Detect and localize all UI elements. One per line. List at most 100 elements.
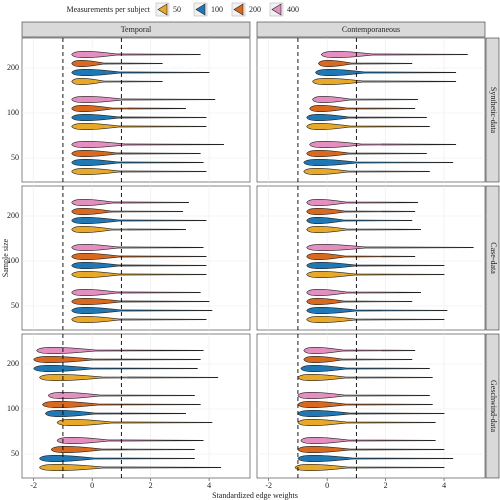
violin <box>297 373 433 382</box>
violin <box>71 158 204 167</box>
strip <box>21 21 251 38</box>
violin <box>71 243 204 252</box>
legend-label: 50 <box>173 5 181 14</box>
y-tick-label: 200 <box>7 359 19 368</box>
violin <box>45 409 186 418</box>
panel <box>256 37 486 183</box>
violin <box>303 346 416 355</box>
legend-swatch <box>157 3 168 16</box>
legend-swatch <box>271 3 282 16</box>
x-tick-label: 2 <box>384 481 388 490</box>
violin <box>71 50 201 59</box>
y-tick-label: 50 <box>11 449 19 458</box>
y-tick-label: 50 <box>11 153 19 162</box>
violin <box>297 445 445 454</box>
violin <box>71 225 186 234</box>
y-tick-label: 200 <box>7 63 19 72</box>
violin <box>71 167 207 176</box>
violin <box>71 306 213 315</box>
violin <box>71 77 163 86</box>
violin <box>39 373 219 382</box>
violin <box>71 270 207 279</box>
violin <box>71 140 224 149</box>
violin <box>297 400 433 409</box>
x-tick-label: -2 <box>30 481 37 490</box>
strip-label: Temporal <box>121 25 152 34</box>
violin <box>306 252 416 261</box>
x-axis-title: Standardized edge weights <box>212 491 298 500</box>
violin <box>312 95 419 104</box>
legend-label: 400 <box>287 5 299 14</box>
violin <box>309 104 416 113</box>
strip-label: Case-data <box>489 242 498 274</box>
violin <box>297 391 430 400</box>
violin <box>36 346 204 355</box>
violin <box>71 59 163 68</box>
y-tick-label: 100 <box>7 108 19 117</box>
strip <box>256 21 486 38</box>
violin <box>297 409 445 418</box>
strip-label: Geschwind-data <box>489 380 498 432</box>
y-axis-title: Sample size <box>1 238 10 277</box>
violin <box>306 315 445 324</box>
violin <box>71 198 189 207</box>
violin <box>71 252 207 261</box>
violin <box>306 122 430 131</box>
violin <box>56 418 213 427</box>
violin <box>306 306 448 315</box>
y-tick-label: 200 <box>7 211 19 220</box>
violin <box>47 391 195 400</box>
violin <box>309 140 457 149</box>
x-tick-label: 4 <box>442 481 446 490</box>
violin <box>306 149 427 158</box>
violin <box>315 68 457 77</box>
violin <box>71 122 207 131</box>
panel <box>21 37 251 183</box>
violin <box>39 463 222 472</box>
legend-title: Measurements per subject <box>66 5 150 14</box>
violin <box>33 355 201 364</box>
violin <box>56 436 204 445</box>
violin <box>71 216 207 225</box>
violin <box>300 436 436 445</box>
violin <box>71 207 184 216</box>
panel <box>21 185 251 331</box>
legend-swatch <box>233 3 244 16</box>
y-tick-label: 100 <box>7 256 19 265</box>
strip-label: Contemporaneous <box>342 25 400 34</box>
violin <box>306 297 413 306</box>
panel <box>256 333 486 479</box>
violin <box>306 243 474 252</box>
x-tick-label: 0 <box>90 481 94 490</box>
legend-label: 200 <box>249 5 261 14</box>
violin <box>297 454 454 463</box>
strip <box>485 333 500 479</box>
x-tick-label: 2 <box>149 481 153 490</box>
y-tick-label: 50 <box>11 301 19 310</box>
violin <box>306 270 445 279</box>
violin <box>50 445 195 454</box>
violin <box>71 149 201 158</box>
violin <box>71 261 207 270</box>
violin <box>303 355 413 364</box>
x-tick-label: -2 <box>265 481 272 490</box>
panel <box>256 185 486 331</box>
violin <box>306 288 421 297</box>
violin <box>306 261 445 270</box>
violin <box>71 68 210 77</box>
violin <box>71 113 207 122</box>
y-tick-label: 100 <box>7 404 19 413</box>
x-tick-label: 0 <box>325 481 329 490</box>
violin <box>71 104 186 113</box>
violin <box>71 288 201 297</box>
legend-label: 100 <box>211 5 223 14</box>
violin <box>300 364 430 373</box>
legend-swatch <box>195 3 206 16</box>
violin <box>303 158 454 167</box>
strip <box>485 37 500 183</box>
violin <box>320 50 468 59</box>
x-tick-label: 4 <box>207 481 211 490</box>
violin <box>303 167 430 176</box>
violin <box>306 225 421 234</box>
